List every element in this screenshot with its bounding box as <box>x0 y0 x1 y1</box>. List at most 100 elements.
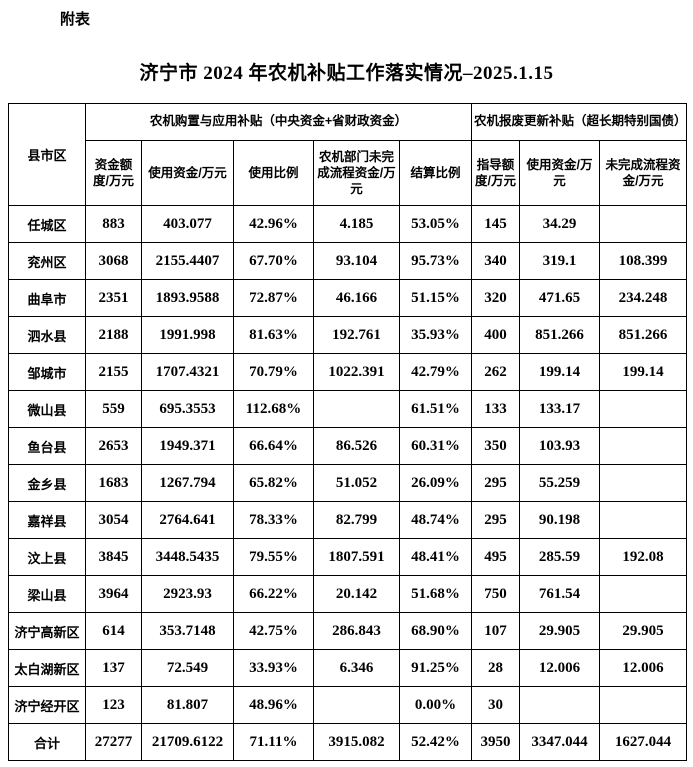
value-cell <box>599 390 688 428</box>
value-cell: 851.266 <box>599 316 688 354</box>
table-row: 太白湖新区 137 72.549 33.93% 6.346 91.25% 28 12.006 1… <box>8 649 688 687</box>
column-header-fund-quota: 资金额度/万元 <box>85 140 142 206</box>
column-header-used-funds-2: 使用资金/万元 <box>519 140 601 206</box>
value-cell: 90.198 <box>519 501 601 539</box>
value-cell: 3950 <box>471 723 521 761</box>
group-header-row: 县市区 农机购置与应用补贴（中央资金+省财政资金） 农机报废更新补贴（超长期特别… <box>8 103 688 206</box>
value-cell: 145 <box>471 205 521 243</box>
region-cell: 兖州区 <box>8 242 86 280</box>
value-cell: 2764.641 <box>141 501 234 539</box>
value-cell: 559 <box>85 390 142 428</box>
page-title: 济宁市 2024 年农机补贴工作落实情况–2025.1.15 <box>139 63 554 84</box>
value-cell <box>599 501 688 539</box>
value-cell <box>599 464 688 502</box>
column-header-guide-quota: 指导额度/万元 <box>471 140 521 206</box>
value-cell: 350 <box>471 427 521 465</box>
value-cell: 2923.93 <box>141 575 234 613</box>
value-cell: 34.29 <box>519 205 601 243</box>
value-cell: 192.761 <box>313 316 400 354</box>
value-cell: 79.55% <box>233 538 314 576</box>
table-header: 县市区 农机购置与应用补贴（中央资金+省财政资金） 农机报废更新补贴（超长期特别… <box>8 103 688 206</box>
table-row: 泗水县 2188 1991.998 81.63% 192.761 35.93% 400 851… <box>8 316 688 354</box>
region-cell: 微山县 <box>8 390 86 428</box>
value-cell: 353.7148 <box>141 612 234 650</box>
value-cell: 65.82% <box>233 464 314 502</box>
table-row: 嘉祥县 3054 2764.641 78.33% 82.799 48.74% 295 90.1… <box>8 501 688 539</box>
value-cell: 30 <box>471 686 521 724</box>
value-cell <box>519 686 601 724</box>
value-cell: 55.259 <box>519 464 601 502</box>
region-cell: 金乡县 <box>8 464 86 502</box>
value-cell: 1267.794 <box>141 464 234 502</box>
value-cell: 4.185 <box>313 205 400 243</box>
value-cell: 3448.5435 <box>141 538 234 576</box>
total-row: 合计 27277 21709.6122 71.11% 3915.082 52.42% 395… <box>8 723 688 761</box>
region-cell: 任城区 <box>8 205 86 243</box>
value-cell: 1991.998 <box>141 316 234 354</box>
attachment-label: 附表 <box>60 11 91 28</box>
value-cell: 20.142 <box>313 575 400 613</box>
value-cell: 133.17 <box>519 390 601 428</box>
value-cell: 6.346 <box>313 649 400 687</box>
value-cell: 51.68% <box>398 575 473 613</box>
table-row: 金乡县 1683 1267.794 65.82% 51.052 26.09% 295 55.2… <box>8 464 688 502</box>
value-cell: 3068 <box>85 242 142 280</box>
value-cell: 340 <box>471 242 521 280</box>
value-cell: 60.31% <box>398 427 473 465</box>
value-cell: 46.166 <box>313 279 400 317</box>
value-cell: 614 <box>85 612 142 650</box>
value-cell: 29.905 <box>599 612 688 650</box>
table-row: 邹城市 2155 1707.4321 70.79% 1022.391 42.79% 262 1… <box>8 353 688 391</box>
value-cell: 1022.391 <box>313 353 400 391</box>
value-cell: 400 <box>471 316 521 354</box>
value-cell: 91.25% <box>398 649 473 687</box>
value-cell: 42.79% <box>398 353 473 391</box>
column-header-settlement-ratio: 结算比例 <box>398 140 473 206</box>
table-row: 兖州区 3068 2155.4407 67.70% 93.104 95.73% 340 319… <box>8 242 688 280</box>
table-row: 济宁经开区 123 81.807 48.96% 0.00% 30 <box>8 686 688 724</box>
region-cell: 济宁经开区 <box>8 686 86 724</box>
value-cell: 107 <box>471 612 521 650</box>
value-cell: 2351 <box>85 279 142 317</box>
value-cell: 285.59 <box>519 538 601 576</box>
value-cell: 851.266 <box>519 316 601 354</box>
table-row: 鱼台县 2653 1949.371 66.64% 86.526 60.31% 350 103.… <box>8 427 688 465</box>
value-cell: 3054 <box>85 501 142 539</box>
value-cell: 1683 <box>85 464 142 502</box>
value-cell: 761.54 <box>519 575 601 613</box>
region-cell: 鱼台县 <box>8 427 86 465</box>
value-cell: 93.104 <box>313 242 400 280</box>
subsidy-table: 县市区 农机购置与应用补贴（中央资金+省财政资金） 农机报废更新补贴（超长期特别… <box>8 103 688 761</box>
value-cell: 35.93% <box>398 316 473 354</box>
value-cell: 12.006 <box>519 649 601 687</box>
value-cell: 286.843 <box>313 612 400 650</box>
column-header-usage-ratio: 使用比例 <box>233 140 314 206</box>
value-cell: 137 <box>85 649 142 687</box>
table-row: 汶上县 3845 3448.5435 79.55% 1807.591 48.41% 495 2… <box>8 538 688 576</box>
value-cell: 67.70% <box>233 242 314 280</box>
table-row: 任城区 883 403.077 42.96% 4.185 53.05% 145 34.29 <box>8 205 688 243</box>
value-cell: 192.08 <box>599 538 688 576</box>
value-cell: 61.51% <box>398 390 473 428</box>
value-cell: 133 <box>471 390 521 428</box>
value-cell: 82.799 <box>313 501 400 539</box>
value-cell: 295 <box>471 464 521 502</box>
value-cell: 29.905 <box>519 612 601 650</box>
region-cell: 合计 <box>8 723 86 761</box>
value-cell: 42.96% <box>233 205 314 243</box>
value-cell: 71.11% <box>233 723 314 761</box>
region-cell: 曲阜市 <box>8 279 86 317</box>
value-cell: 103.93 <box>519 427 601 465</box>
value-cell: 33.93% <box>233 649 314 687</box>
value-cell: 2188 <box>85 316 142 354</box>
value-cell: 695.3553 <box>141 390 234 428</box>
value-cell: 1949.371 <box>141 427 234 465</box>
value-cell: 295 <box>471 501 521 539</box>
table-row: 曲阜市 2351 1893.9588 72.87% 46.166 51.15% 320 471… <box>8 279 688 317</box>
table-body: 任城区 883 403.077 42.96% 4.185 53.05% 145 34.29 兖州… <box>8 205 688 761</box>
region-cell: 泗水县 <box>8 316 86 354</box>
value-cell: 81.807 <box>141 686 234 724</box>
value-cell: 27277 <box>85 723 142 761</box>
value-cell: 2155.4407 <box>141 242 234 280</box>
